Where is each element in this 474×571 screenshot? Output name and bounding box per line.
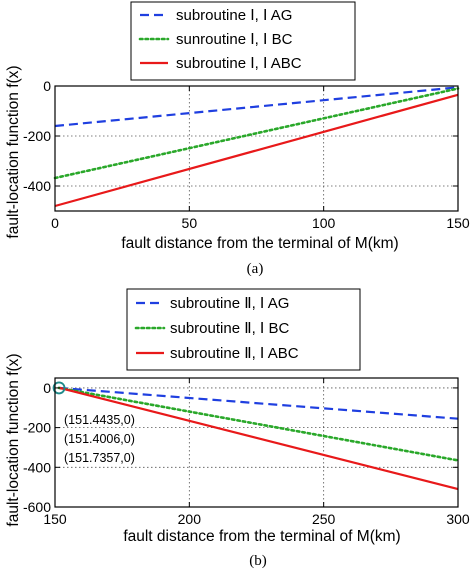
x-tick-label: 150 (446, 215, 470, 231)
series-lines (52, 381, 460, 491)
axis-ticks: 150 200 250 300 0 -200 -400 -600 (23, 378, 470, 527)
x-axis-label: fault distance from the terminal of M(km… (123, 528, 400, 545)
axes-area (55, 86, 458, 211)
x-axis-label: fault distance from the terminal of M(km… (121, 235, 398, 252)
annotations: (151.4435,0) (151.4006,0) (151.7357,0) (64, 413, 135, 465)
y-tick-label: 0 (43, 380, 51, 396)
series-line-subroutine-abc (54, 93, 459, 208)
y-tick-label: -200 (23, 128, 51, 144)
x-tick-label: 100 (312, 215, 336, 231)
series-line-subroutine-bc (57, 386, 460, 462)
legend-label: subroutine Ⅱ, Ⅰ BC (170, 320, 290, 337)
legend-label: sunroutine Ⅰ, Ⅰ BC (176, 31, 293, 48)
legend-label: subroutine Ⅱ, Ⅰ ABC (170, 345, 299, 362)
series-line-subroutine-ag (58, 386, 459, 420)
y-axis-label: fault-location function f(x) (5, 353, 22, 526)
legend-label: subroutine Ⅱ, Ⅰ AG (170, 295, 289, 312)
series-line-subroutine-ag (54, 86, 459, 128)
annotation-abc-root: (151.7357,0) (64, 451, 135, 465)
legend-label: subroutine Ⅰ, Ⅰ ABC (176, 55, 302, 72)
series-line-subroutine-abc (59, 386, 459, 491)
y-tick-label: -600 (23, 499, 51, 515)
panel-label: (b) (249, 553, 267, 569)
series-line-sunroutine-bc (53, 87, 460, 180)
y-axis-label: fault-location function f(x) (5, 65, 22, 238)
legend-label: subroutine Ⅰ, Ⅰ AG (176, 7, 292, 24)
chart-panel-b: subroutine Ⅱ, Ⅰ AG subroutine Ⅱ, Ⅰ BC subr… (5, 288, 470, 569)
root-marker (52, 381, 66, 395)
y-tick-label: -400 (23, 178, 51, 194)
axes-area (55, 378, 458, 507)
y-tick-label: 0 (43, 78, 51, 94)
legend-box (130, 1, 356, 81)
legend-b: subroutine Ⅱ, Ⅰ AG subroutine Ⅱ, Ⅰ BC subr… (126, 288, 361, 371)
series-lines (53, 86, 460, 208)
x-tick-label: 150 (43, 511, 67, 527)
panel-label: (a) (247, 261, 264, 277)
axis-ticks: 0 50 100 150 0 -200 -400 (23, 78, 470, 231)
x-tick-label: 250 (312, 511, 336, 527)
axes-frame (54, 377, 459, 508)
y-tick-label: -400 (23, 459, 51, 475)
axes-frame (54, 85, 459, 212)
annotation-bc-root: (151.4006,0) (64, 432, 135, 446)
grid (55, 86, 458, 211)
x-tick-label: 300 (446, 511, 470, 527)
grid (55, 378, 458, 507)
y-tick-label: -200 (23, 420, 51, 436)
legend-a: subroutine Ⅰ, Ⅰ AG sunroutine Ⅰ, Ⅰ BC subr… (130, 1, 356, 81)
x-tick-label: 200 (178, 511, 202, 527)
annotation-ag-root: (151.4435,0) (64, 413, 135, 427)
chart-panel-a: subroutine Ⅰ, Ⅰ AG sunroutine Ⅰ, Ⅰ BC subr… (5, 1, 470, 277)
x-tick-label: 0 (51, 215, 59, 231)
x-tick-label: 50 (182, 215, 198, 231)
legend-box (126, 288, 361, 371)
